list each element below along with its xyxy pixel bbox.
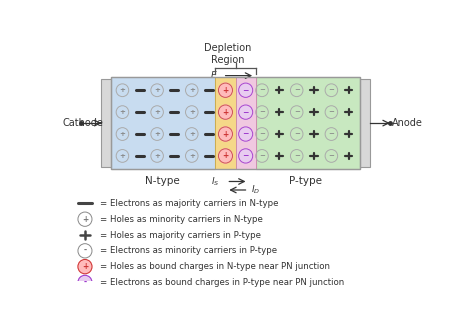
Text: +: +	[154, 131, 160, 137]
Text: −: −	[294, 109, 300, 115]
Text: -: -	[83, 278, 87, 287]
Text: +: +	[119, 109, 125, 115]
Text: = Electrons as majority carriers in N-type: = Electrons as majority carriers in N-ty…	[100, 199, 278, 208]
Text: −: −	[259, 87, 265, 93]
Text: P-type: P-type	[289, 176, 322, 186]
Text: −: −	[294, 153, 300, 159]
Ellipse shape	[218, 148, 233, 164]
Text: +: +	[119, 131, 125, 137]
Text: = Holes as minority carriers in N-type: = Holes as minority carriers in N-type	[100, 215, 263, 224]
Ellipse shape	[238, 104, 254, 120]
Text: Anode: Anode	[392, 118, 423, 128]
Text: +: +	[222, 108, 228, 117]
Bar	[101, 79, 111, 167]
Text: = Holes as bound charges in N-type near PN junction: = Holes as bound charges in N-type near …	[100, 262, 329, 271]
Text: −: −	[259, 153, 265, 159]
Text: +: +	[82, 215, 88, 224]
Bar	[236, 77, 256, 169]
Text: +: +	[82, 262, 88, 271]
Ellipse shape	[218, 82, 233, 98]
Text: −: −	[243, 108, 249, 117]
Text: $I_S$: $I_S$	[210, 175, 219, 188]
Text: +: +	[154, 109, 160, 115]
Text: E: E	[211, 71, 217, 80]
Text: −: −	[294, 131, 300, 137]
Text: −: −	[243, 151, 249, 161]
Text: +: +	[119, 87, 125, 93]
Text: −: −	[259, 131, 265, 137]
Text: +: +	[222, 130, 228, 138]
Bar	[360, 79, 370, 167]
Text: = Electrons as bound charges in P-type near PN junction: = Electrons as bound charges in P-type n…	[100, 278, 344, 287]
Bar	[110, 77, 360, 169]
Text: −: −	[328, 131, 334, 137]
Text: +: +	[189, 87, 195, 93]
Text: −: −	[243, 130, 249, 138]
Bar	[256, 77, 360, 169]
Text: +: +	[154, 87, 160, 93]
Text: −: −	[243, 86, 249, 95]
Text: = Electrons as minority carriers in P-type: = Electrons as minority carriers in P-ty…	[100, 246, 277, 255]
Text: = Holes as majority carriers in P-type: = Holes as majority carriers in P-type	[100, 230, 261, 240]
Text: +: +	[119, 153, 125, 159]
Ellipse shape	[238, 82, 254, 98]
Text: Cathode: Cathode	[63, 118, 104, 128]
Text: N-type: N-type	[145, 176, 180, 186]
Text: −: −	[328, 109, 334, 115]
Ellipse shape	[218, 104, 233, 120]
Text: +: +	[154, 153, 160, 159]
Bar	[215, 77, 236, 169]
Text: +: +	[189, 153, 195, 159]
Text: +: +	[189, 109, 195, 115]
Ellipse shape	[238, 126, 254, 142]
Ellipse shape	[238, 148, 254, 164]
Text: −: −	[328, 87, 334, 93]
Text: -: -	[83, 246, 87, 255]
Text: Depletion
Region: Depletion Region	[204, 43, 251, 64]
Text: $I_D$: $I_D$	[251, 184, 260, 196]
Text: +: +	[222, 86, 228, 95]
Text: −: −	[294, 87, 300, 93]
Ellipse shape	[218, 126, 233, 142]
Text: +: +	[222, 151, 228, 161]
Text: +: +	[189, 131, 195, 137]
Ellipse shape	[77, 275, 92, 290]
Text: −: −	[328, 153, 334, 159]
Bar	[110, 77, 215, 169]
Ellipse shape	[77, 259, 92, 275]
Text: −: −	[259, 109, 265, 115]
